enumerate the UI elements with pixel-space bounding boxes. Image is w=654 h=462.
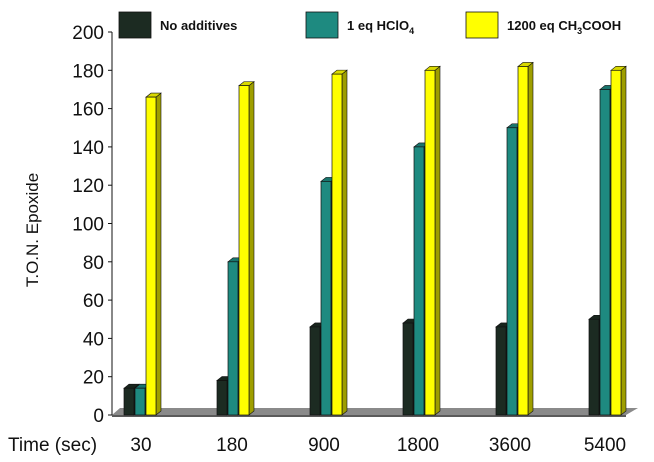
- legend-subscript: 4: [409, 26, 414, 36]
- bar-front: [123, 387, 135, 416]
- legend-text: No additives: [160, 18, 237, 33]
- bar-front: [227, 261, 239, 416]
- y-tick-label: 160: [72, 100, 104, 121]
- x-tick-label: 5400: [584, 435, 626, 456]
- bar-front: [145, 96, 157, 416]
- legend-swatch: [118, 11, 152, 39]
- bar-3: [145, 92, 162, 416]
- bar-front: [424, 69, 436, 416]
- bar-front: [134, 387, 146, 416]
- x-tick-label: 180: [216, 435, 248, 456]
- bar-front: [517, 66, 529, 416]
- y-tick-label: 200: [72, 23, 104, 44]
- legend-label: 1200 eq CH3COOH: [507, 18, 621, 36]
- bar-front: [610, 69, 622, 416]
- bar-front: [331, 73, 343, 416]
- legend-label: 1 eq HClO4: [347, 18, 414, 36]
- floor-front: [112, 415, 626, 417]
- bar-front: [413, 146, 425, 416]
- bar-3: [238, 80, 255, 416]
- y-tick-label: 0: [93, 406, 104, 427]
- bar-front: [588, 318, 600, 416]
- bar-front: [320, 181, 332, 416]
- y-axis-label: T.O.N. Epoxide: [23, 173, 42, 287]
- bar-side: [620, 65, 627, 416]
- y-tick-label: 100: [72, 215, 104, 236]
- bar-front: [309, 326, 321, 416]
- bar-3: [517, 61, 534, 416]
- floor-top: [112, 408, 638, 415]
- x-tick-label: 3600: [489, 435, 531, 456]
- bar-side: [248, 80, 255, 416]
- y-tick-label: 20: [83, 368, 104, 389]
- bar-front: [495, 326, 507, 416]
- bar-front: [599, 89, 611, 416]
- bar-3: [424, 65, 441, 416]
- legend-label: No additives: [160, 18, 237, 33]
- bar-side: [434, 65, 441, 416]
- y-tick-label: 120: [72, 176, 104, 197]
- legend-text: 1200 eq CH: [507, 18, 577, 33]
- bar-side: [527, 61, 534, 416]
- y-tick-label: 60: [83, 291, 104, 312]
- legend-text: COOH: [582, 18, 621, 33]
- bar-front: [216, 380, 228, 416]
- bar-front: [238, 85, 250, 416]
- legend-swatch: [465, 11, 499, 39]
- legend-text: 1 eq HClO: [347, 18, 409, 33]
- bar-side: [155, 92, 162, 416]
- y-tick-label: 80: [83, 253, 104, 274]
- y-tick-label: 180: [72, 61, 104, 82]
- x-tick-label: 900: [308, 435, 340, 456]
- legend-subscript: 3: [577, 26, 582, 36]
- x-tick-label: 1800: [397, 435, 439, 456]
- bar-front: [506, 127, 518, 416]
- legend-swatch: [305, 11, 339, 39]
- bar-side: [341, 69, 348, 416]
- bar-front: [402, 322, 414, 416]
- x-tick-label: 30: [130, 435, 151, 456]
- y-tick-label: 40: [83, 329, 104, 350]
- x-axis-label: Time (sec): [8, 435, 97, 456]
- y-tick-label: 140: [72, 138, 104, 159]
- bar-3: [331, 69, 348, 416]
- bar-3: [610, 65, 627, 416]
